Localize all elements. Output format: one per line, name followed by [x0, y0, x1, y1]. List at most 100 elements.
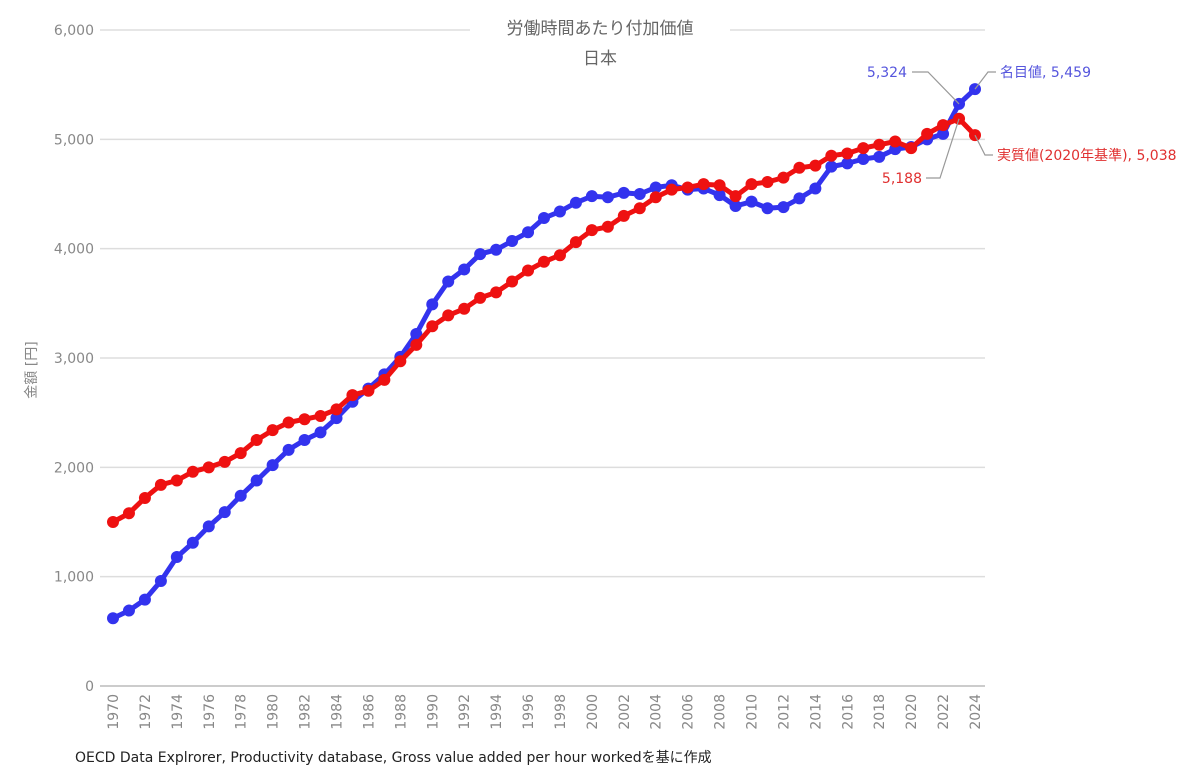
data-point: [809, 182, 822, 195]
data-point: [186, 465, 199, 478]
data-point: [186, 536, 199, 549]
data-point: [107, 516, 119, 528]
y-tick-label: 4,000: [54, 242, 94, 258]
x-tick-label: 2020: [904, 694, 920, 730]
x-tick-label: 1986: [361, 694, 377, 730]
series-real: [107, 112, 981, 528]
data-point: [617, 209, 630, 222]
data-point: [506, 275, 519, 288]
x-axis-ticks: 1970 1972 1974 1976 1978 1980 1982 1984 1986 1988…: [106, 694, 984, 730]
data-point: [921, 127, 934, 140]
x-tick-label: 1982: [298, 694, 314, 730]
data-point: [937, 127, 950, 140]
y-tick-label: 0: [85, 679, 94, 695]
data-point: [234, 489, 247, 502]
data-point: [107, 612, 119, 625]
data-point: [314, 426, 327, 439]
data-point: [522, 226, 535, 239]
data-point: [585, 190, 598, 203]
data-point: [218, 506, 231, 519]
data-point: [442, 309, 455, 322]
data-point: [282, 443, 295, 456]
data-point: [170, 474, 183, 487]
data-point: [474, 291, 487, 304]
data-point: [202, 461, 215, 474]
data-point: [681, 181, 694, 194]
data-point: [138, 593, 151, 606]
data-point: [170, 550, 183, 563]
annotation-label: 実質値(2020年基準), 5,038: [997, 147, 1177, 164]
data-point: [729, 200, 742, 213]
annotation-label: 名目値, 5,459: [1000, 65, 1091, 81]
data-point: [793, 161, 806, 174]
data-point: [905, 142, 918, 155]
data-point: [538, 212, 550, 225]
data-point: [442, 275, 455, 288]
data-point: [569, 236, 582, 249]
data-point: [889, 135, 902, 148]
data-point: [553, 205, 566, 218]
source-note: OECD Data Explrorer, Productivity databa…: [75, 749, 712, 766]
x-tick-label: 1980: [266, 694, 282, 730]
series-group: [107, 83, 981, 625]
data-point: [154, 575, 167, 588]
data-point: [266, 459, 279, 472]
x-tick-label: 1998: [553, 694, 569, 730]
data-point: [490, 243, 503, 256]
x-tick-label: 2014: [808, 694, 824, 730]
x-tick-label: 1976: [202, 694, 218, 730]
y-tick-label: 3,000: [54, 351, 94, 367]
data-point: [585, 224, 598, 237]
annotation-leader-line: [974, 71, 996, 90]
data-point: [937, 119, 950, 132]
x-tick-label: 1994: [489, 694, 505, 730]
data-point: [825, 160, 838, 173]
data-point: [649, 191, 662, 204]
data-point: [793, 192, 806, 205]
data-point: [841, 147, 854, 160]
x-tick-label: 2018: [872, 694, 888, 730]
data-point: [777, 201, 790, 214]
data-point: [330, 412, 343, 425]
data-point: [538, 255, 550, 268]
data-point: [202, 520, 215, 533]
data-point: [506, 235, 519, 248]
x-tick-label: 2024: [968, 694, 984, 730]
x-tick-label: 2008: [713, 694, 729, 730]
x-tick-label: 2012: [776, 694, 792, 730]
data-point: [857, 142, 870, 155]
annotation-label: 5,188: [882, 171, 922, 187]
x-tick-label: 1974: [170, 694, 186, 730]
x-tick-label: 1978: [234, 694, 250, 730]
data-point: [138, 491, 151, 504]
data-point: [394, 355, 407, 368]
data-point: [697, 178, 710, 191]
data-point: [729, 190, 742, 203]
series-nominal: [107, 83, 981, 625]
data-point: [569, 196, 582, 209]
data-point: [250, 474, 263, 487]
data-point: [458, 263, 471, 276]
data-point: [122, 604, 135, 617]
data-point: [218, 455, 231, 468]
y-tick-label: 1,000: [54, 570, 94, 586]
data-point: [633, 202, 646, 215]
x-tick-label: 2004: [649, 694, 665, 730]
y-axis-label: 金額 [円]: [24, 341, 40, 398]
data-point: [154, 478, 167, 491]
x-tick-label: 2002: [617, 694, 633, 730]
x-tick-label: 2010: [745, 694, 761, 730]
data-point: [777, 171, 790, 184]
x-tick-label: 1972: [138, 694, 154, 730]
data-point: [282, 416, 295, 429]
x-tick-label: 2022: [936, 694, 952, 730]
annotation-leader-line: [926, 118, 960, 179]
data-point: [745, 178, 758, 191]
data-point: [474, 248, 487, 261]
data-point: [346, 389, 359, 402]
title-background: [470, 18, 730, 40]
data-point: [649, 181, 662, 194]
data-point: [665, 183, 678, 196]
data-point: [410, 338, 423, 351]
